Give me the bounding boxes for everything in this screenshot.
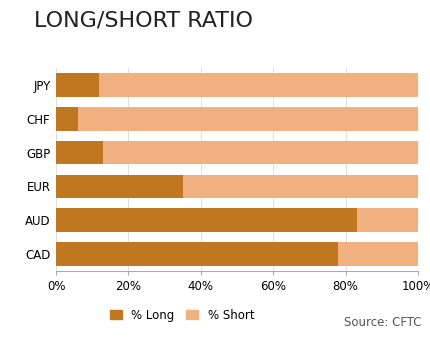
Bar [356,208,417,232]
Legend: % Long, % Short: % Long, % Short [105,304,258,326]
Bar [56,208,356,232]
Bar [338,242,417,266]
Text: Source: CFTC: Source: CFTC [344,316,421,329]
Text: LONG/SHORT RATIO: LONG/SHORT RATIO [34,10,253,30]
Bar [56,107,77,131]
Bar [56,141,103,164]
Bar [77,107,417,131]
Bar [56,175,182,198]
Bar [103,141,417,164]
Bar [56,73,99,97]
Bar [99,73,417,97]
Bar [56,242,338,266]
Bar [182,175,417,198]
